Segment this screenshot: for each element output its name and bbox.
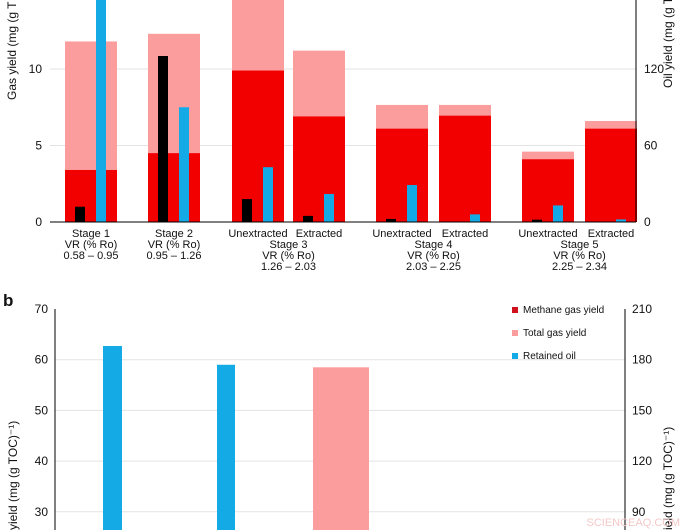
bar-retained-oil <box>96 0 106 222</box>
bar-methane <box>232 70 284 222</box>
y2-tick-label: 120 <box>632 454 652 468</box>
bar-methane <box>65 169 117 222</box>
y2-tick-label: 150 <box>632 403 652 417</box>
legend-swatch <box>512 353 518 359</box>
y-tick-label: 70 <box>35 302 49 316</box>
y-axis-label: yield (mg (g TOC)⁻¹) <box>6 421 20 530</box>
bar-methane <box>293 116 345 222</box>
bar-retained-oil <box>217 364 235 530</box>
bar-black <box>158 55 168 223</box>
bar-black <box>242 199 252 222</box>
x-group-label: Stage 3 <box>270 239 308 251</box>
bar-total-gas <box>313 367 369 530</box>
bar-retained-oil <box>407 185 417 222</box>
y-tick-label: 0 <box>35 215 42 229</box>
y-tick-label: 5 <box>35 139 42 153</box>
bar-retained-oil <box>553 205 563 222</box>
bar-sublabel: Extracted <box>296 228 342 240</box>
x-group-label: Stage 5 <box>561 239 599 251</box>
bar-retained-oil <box>263 167 273 222</box>
bar-sublabel: Extracted <box>588 228 634 240</box>
bar-methane <box>376 128 428 222</box>
legend-label: Total gas yield <box>523 328 586 339</box>
y-tick-label: 10 <box>29 62 43 76</box>
y2-tick-label: 210 <box>632 302 652 316</box>
y2-tick-label: 180 <box>632 353 652 367</box>
panel-b: b 30 40 50 60 70 90 120 150 180 210 yield (mg (g TO… <box>3 291 675 530</box>
x-group-label: VR (% Ro) <box>65 239 118 251</box>
x-group-label: 1.26 – 2.03 <box>261 261 316 273</box>
x-group-label: VR (% Ro) <box>407 250 460 262</box>
x-group-label: 0.95 – 1.26 <box>146 250 201 262</box>
legend-label: Methane gas yield <box>523 305 604 316</box>
x-group-label: VR (% Ro) <box>553 250 606 262</box>
bar-black <box>75 206 85 222</box>
y-tick-label: 40 <box>35 454 49 468</box>
bar-retained-oil <box>470 214 480 222</box>
x-group-label: 2.03 – 2.25 <box>406 261 461 273</box>
x-group-label: Stage 4 <box>415 239 453 251</box>
x-group-label: Stage 2 <box>155 228 193 240</box>
panel-a: 0 5 10 0 60 120 Gas yield (mg (g T Oil yield (m… <box>5 0 675 273</box>
bar-methane <box>585 128 637 222</box>
bar-black <box>386 218 396 222</box>
bar-retained-oil <box>179 107 189 222</box>
y2-tick-label: 120 <box>644 62 664 76</box>
bar-retained-oil <box>103 346 122 530</box>
bar-methane <box>439 115 491 222</box>
bar-methane <box>522 159 574 222</box>
panel-label: b <box>3 291 13 310</box>
bar-black <box>303 215 313 222</box>
y-tick-label: 60 <box>35 353 49 367</box>
y2-tick-label: 0 <box>644 215 651 229</box>
y-tick-label: 30 <box>35 505 49 519</box>
y-tick-label: 50 <box>35 403 49 417</box>
bar-sublabel: Unextracted <box>228 228 287 240</box>
watermark: SCIENCEAQ.COM <box>586 517 680 529</box>
y2-axis-label: ield (mg (g TOC)⁻¹) <box>661 427 675 530</box>
y2-tick-label: 90 <box>632 505 646 519</box>
bar-retained-oil <box>324 193 334 222</box>
bar-sublabel: Unextracted <box>372 228 431 240</box>
y2-axis-label: Oil yield (mg (g TO <box>661 0 675 88</box>
y-axis-label: Gas yield (mg (g T <box>5 1 19 100</box>
legend-swatch <box>512 307 518 313</box>
legend-label: Retained oil <box>523 351 576 362</box>
bar-methane <box>148 153 200 222</box>
x-group-label: 2.25 – 2.34 <box>552 261 607 273</box>
y2-tick-label: 60 <box>644 139 658 153</box>
bar-sublabel: Extracted <box>442 228 488 240</box>
bar-black <box>532 219 542 222</box>
x-group-label: 0.58 – 0.95 <box>63 250 118 262</box>
bar-sublabel: Unextracted <box>518 228 577 240</box>
x-group-label: VR (% Ro) <box>262 250 315 262</box>
x-group-label: Stage 1 <box>72 228 110 240</box>
legend-swatch <box>512 330 518 336</box>
bar-retained-oil <box>616 219 626 222</box>
x-group-label: VR (% Ro) <box>148 239 201 251</box>
